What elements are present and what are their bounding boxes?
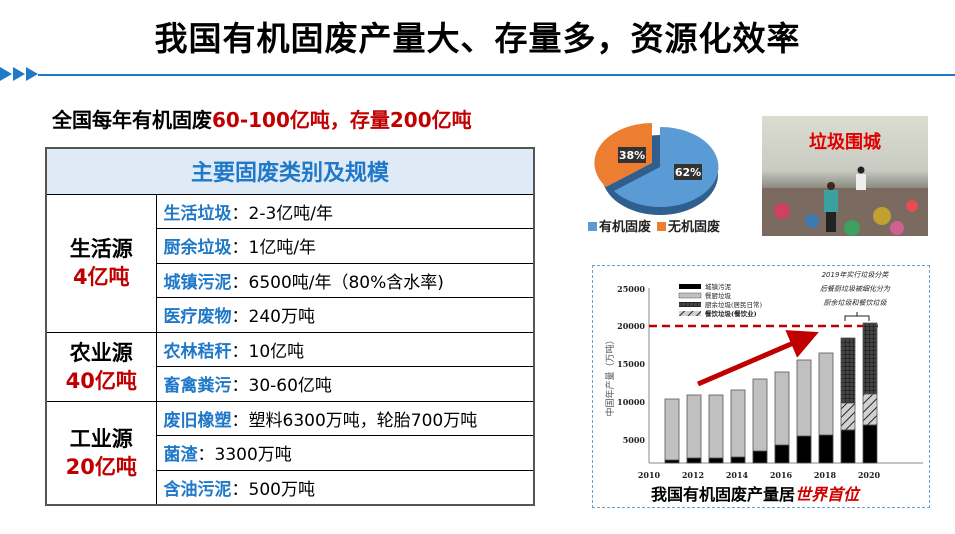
title-divider <box>38 74 955 76</box>
table-row: 厨余垃圾：1亿吨/年 <box>155 228 535 264</box>
svg-text:20000: 20000 <box>617 321 645 331</box>
svg-text:38%: 38% <box>619 149 645 162</box>
table-row: 医疗废物：240万吨 <box>155 297 535 333</box>
slide-title: 我国有机固废产量大、存量多，资源化效率 <box>154 19 801 58</box>
chart-title: 我国有机固废产量居世界首位 <box>651 485 860 504</box>
svg-text:中国年产量（万吨）: 中国年产量（万吨） <box>604 335 616 416</box>
waste-category-table: 主要固废类别及规模 生活源 4亿吨 生活垃圾：2-3亿吨/年 厨余垃圾：1亿吨/年… <box>45 147 535 506</box>
svg-text:5000: 5000 <box>623 435 646 445</box>
svg-text:62%: 62% <box>675 166 701 179</box>
svg-text:25000: 25000 <box>617 284 645 294</box>
photo-caption: 垃圾围城 <box>809 132 881 153</box>
subtitle-highlight: 60-100亿吨，存量200亿吨 <box>212 108 472 132</box>
svg-text:2014: 2014 <box>726 470 749 480</box>
svg-text:15000: 15000 <box>617 359 645 369</box>
pie-chart: 38% 62% <box>594 123 719 215</box>
table-row: 城镇污泥：6500吨/年（80%含水率) <box>155 262 535 298</box>
svg-text:2019年实行垃圾分类: 2019年实行垃圾分类 <box>822 271 890 279</box>
subtitle: 全国每年有机固废60-100亿吨，存量200亿吨 <box>52 104 472 133</box>
svg-text:2012: 2012 <box>682 470 704 480</box>
garbage-siege-photo: 垃圾围城 <box>762 116 928 236</box>
source-cell: 工业源 20亿吨 <box>45 400 157 505</box>
svg-text:厨余垃圾和餐饮垃圾: 厨余垃圾和餐饮垃圾 <box>824 299 888 307</box>
table-row: 含油污泥：500万吨 <box>155 469 535 505</box>
table-row: 畜禽粪污：30-60亿吨 <box>155 366 535 402</box>
svg-text:10000: 10000 <box>617 397 645 407</box>
triple-arrow-icon <box>0 67 39 81</box>
table-row: 菌渣：3300万吨 <box>155 435 535 471</box>
pie-legend: 有机固废 无机固废 <box>588 216 720 235</box>
svg-text:城镇污泥: 城镇污泥 <box>705 282 732 291</box>
source-cell: 农业源 40亿吨 <box>45 331 157 402</box>
svg-text:2016: 2016 <box>770 470 793 480</box>
table-header: 主要固废类别及规模 <box>45 147 535 195</box>
source-cell: 生活源 4亿吨 <box>45 193 157 333</box>
subtitle-prefix: 全国每年有机固废 <box>52 108 212 132</box>
svg-text:2020: 2020 <box>858 470 881 480</box>
svg-text:后餐厨垃圾被细化分为: 后餐厨垃圾被细化分为 <box>820 285 891 293</box>
svg-text:2010: 2010 <box>638 470 661 480</box>
table-row: 生活垃圾：2-3亿吨/年 <box>155 193 535 229</box>
svg-text:餐饮垃圾(餐饮业): 餐饮垃圾(餐饮业) <box>704 309 757 318</box>
table-row: 废旧橡塑：塑料6300万吨，轮胎700万吨 <box>155 400 535 436</box>
pie-slice-organic <box>614 126 719 207</box>
svg-text:餐厨垃圾: 餐厨垃圾 <box>705 291 732 300</box>
table-row: 农林秸秆：10亿吨 <box>155 331 535 367</box>
organic-waste-bar-chart: 25000 20000 15000 10000 5000 中国年产量（万吨） 2… <box>592 265 930 508</box>
svg-text:厨余垃圾(居民日常): 厨余垃圾(居民日常) <box>705 300 763 309</box>
svg-text:2018: 2018 <box>814 470 837 480</box>
